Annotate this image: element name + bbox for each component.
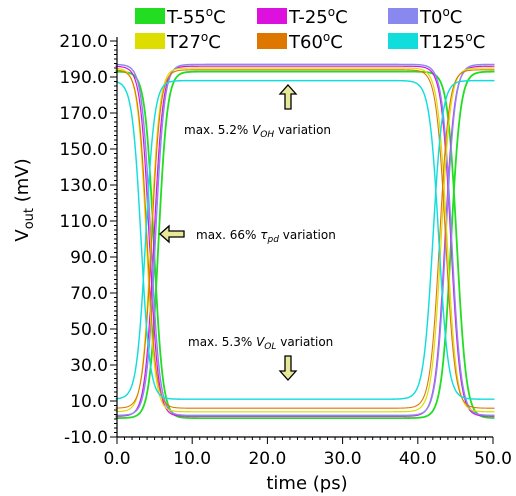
annotation: max. 66% τpd variation <box>159 224 336 245</box>
y-tick-label: 170.0 <box>59 104 108 124</box>
y-tick-label: 10.0 <box>70 392 108 412</box>
series-line-t0oc <box>115 63 495 417</box>
series-line-t125oc <box>115 79 495 400</box>
legend-swatch <box>257 33 287 49</box>
legend-label: T125oC <box>419 30 485 53</box>
y-tick-label: 70.0 <box>70 284 108 304</box>
x-tick-label: 20.0 <box>248 449 286 469</box>
x-tick-label: 30.0 <box>324 449 362 469</box>
x-tick-label: 40.0 <box>399 449 437 469</box>
legend-label: T-55oC <box>166 5 226 28</box>
y-tick-label: 150.0 <box>59 140 108 160</box>
series-line-t-55oc <box>115 70 495 420</box>
annotation-text: max. 66% τpd variation <box>196 228 336 245</box>
annotations: max. 5.2% VOH variation max. 66% τpd vari… <box>159 84 336 381</box>
legend-item: T60oC <box>257 30 343 53</box>
x-tick-label: 10.0 <box>173 449 211 469</box>
y-tick-label: 50.0 <box>70 320 108 340</box>
arrow-down-icon <box>278 355 298 381</box>
annotation-text: max. 5.3% VOL variation <box>188 335 333 352</box>
legend-swatch <box>388 8 418 24</box>
annotation: max. 5.2% VOH variation <box>184 84 331 140</box>
arrow-left-icon <box>159 224 185 244</box>
y-tick-label: 210.0 <box>59 32 108 52</box>
series-line-complement-t-25oc <box>115 65 495 417</box>
legend-label: T27oC <box>166 30 221 53</box>
annotation-text: max. 5.2% VOH variation <box>184 123 331 140</box>
series-line-complement-t27oc <box>115 67 495 413</box>
y-tick-label: 30.0 <box>70 356 108 376</box>
legend-label: T0oC <box>419 5 462 28</box>
x-axis-label: time (ps) <box>266 473 347 494</box>
series-line-complement-t60oc <box>115 69 495 409</box>
y-axis-label: Vout (mV) <box>12 158 37 241</box>
legend: T-55oC T-25oC T0oC T27oC T60oC T125oC <box>135 5 485 53</box>
legend-item: T-25oC <box>257 5 348 28</box>
y-tick-label: 130.0 <box>59 176 108 196</box>
legend-item: T-55oC <box>135 5 226 28</box>
legend-label: T-25oC <box>288 5 348 28</box>
legend-swatch <box>388 33 418 49</box>
legend-swatch <box>135 33 165 49</box>
legend-swatch <box>135 8 165 24</box>
x-tick-label: 0.0 <box>103 449 130 469</box>
arrow-up-icon <box>278 84 298 110</box>
x-tick-label: 50.0 <box>474 449 512 469</box>
y-tick-label: -10.0 <box>64 428 108 448</box>
y-tick-label: 110.0 <box>59 212 108 232</box>
legend-item: T0oC <box>388 5 462 28</box>
legend-label: T60oC <box>288 30 343 53</box>
series-line-complement-t125oc <box>115 79 495 400</box>
y-tick-label: 90.0 <box>70 248 108 268</box>
y-axis-label-text: Vout (mV) <box>12 158 37 241</box>
series-line-complement-t0oc <box>115 63 495 417</box>
y-tick-label: 190.0 <box>59 68 108 88</box>
annotation: max. 5.3% VOL variation <box>188 335 333 381</box>
legend-item: T27oC <box>135 30 221 53</box>
legend-item: T125oC <box>388 30 485 53</box>
series-line-t60oc <box>115 69 495 409</box>
axes: -10.0 10.0 30.0 50.0 70.0 90.0 110.0 130.0 150.0… <box>59 32 512 469</box>
series-line-complement-t-55oc <box>115 70 495 419</box>
series-line-t27oc <box>115 67 495 413</box>
plot-traces <box>115 63 495 420</box>
legend-swatch <box>257 8 287 24</box>
